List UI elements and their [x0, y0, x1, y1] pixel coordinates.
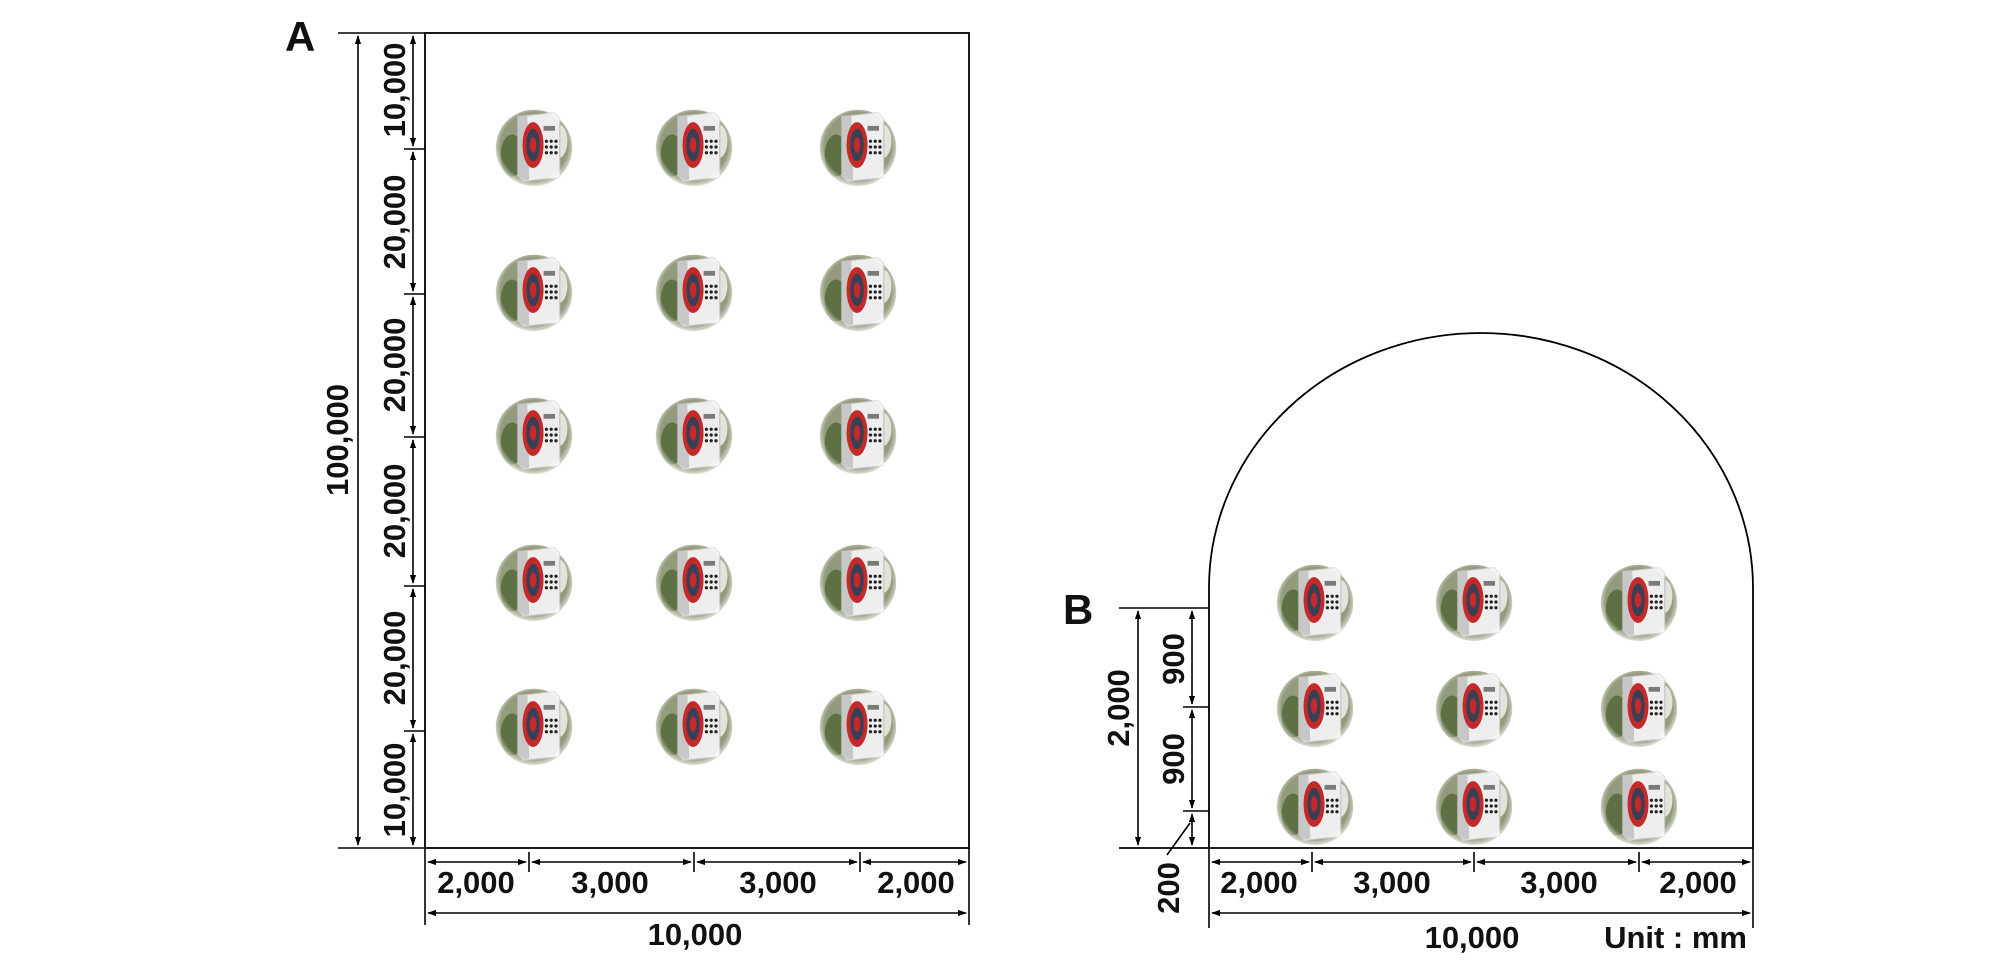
speaker-device-icon — [815, 538, 901, 624]
width-segment-label: 3,000 — [1353, 865, 1431, 900]
total-width-label: 10,000 — [1425, 920, 1520, 955]
height-segment-label: 200 — [1151, 862, 1186, 914]
total-width-label: 10,000 — [648, 917, 743, 952]
speaker-device-icon — [491, 682, 577, 768]
height-segment-label: 20,000 — [377, 318, 412, 413]
height-segment-label: 900 — [1156, 733, 1191, 785]
tunnel-outline — [1208, 332, 1754, 848]
height-segment-label: 900 — [1156, 633, 1191, 685]
width-segment-label: 2,000 — [1659, 865, 1737, 900]
room-a-outline — [424, 32, 970, 849]
speaker-device-icon — [491, 248, 577, 334]
speaker-device-icon — [651, 391, 737, 477]
width-segment-label: 3,000 — [739, 865, 817, 900]
height-segment-dimensions: 10,000 20,000 20,000 20,000 20,000 10,00… — [377, 35, 425, 846]
speaker-device-icon — [651, 248, 737, 334]
width-segment-label: 2,000 — [437, 865, 515, 900]
speaker-device-icon — [815, 103, 901, 189]
unit-label: Unit : mm — [1604, 920, 1747, 955]
speaker-device-icon — [1596, 762, 1682, 848]
speaker-device-icon — [1596, 664, 1682, 750]
speaker-device-icon — [1596, 558, 1682, 644]
width-segment-label: 2,000 — [877, 865, 955, 900]
speaker-device-icon — [1431, 762, 1517, 848]
panel-b-label: B — [1063, 586, 1093, 633]
total-height-label: 100,000 — [320, 384, 355, 496]
total-height-label: 2,000 — [1101, 669, 1136, 747]
speaker-device-icon — [815, 391, 901, 477]
height-segment-label: 20,000 — [377, 611, 412, 706]
speaker-device-icon — [491, 103, 577, 189]
height-segment-label: 20,000 — [377, 175, 412, 270]
width-segment-label: 3,000 — [1520, 865, 1598, 900]
width-segment-dimensions: 2,000 3,000 3,000 2,000 — [1211, 852, 1751, 900]
panel-a-label: A — [285, 13, 315, 60]
speaker-device-icon — [815, 682, 901, 768]
speaker-device-icon — [1272, 664, 1358, 750]
panel-b: B 2,000 900 900 200 — [1063, 332, 1754, 955]
height-segment-label: 10,000 — [377, 743, 412, 838]
speaker-device-icon — [651, 682, 737, 768]
speaker-device-icon — [1431, 558, 1517, 644]
speaker-device-icon — [491, 538, 577, 624]
height-segment-label: 20,000 — [377, 464, 412, 559]
speaker-device-icon — [651, 103, 737, 189]
height-segment-label: 10,000 — [377, 43, 412, 138]
height-segment-dimensions: 900 900 200 — [1151, 610, 1209, 914]
sensor-grid-b — [1272, 558, 1682, 848]
speaker-device-icon — [1272, 558, 1358, 644]
width-segment-label: 2,000 — [1220, 865, 1298, 900]
width-segment-dimensions: 2,000 3,000 3,000 2,000 — [427, 852, 967, 900]
sensor-grid-a — [491, 103, 901, 768]
speaker-device-icon — [815, 248, 901, 334]
width-segment-label: 3,000 — [571, 865, 649, 900]
panel-a: A 100,000 10,000 20,000 20,000 20,000 — [285, 13, 970, 952]
speaker-device-icon — [651, 538, 737, 624]
speaker-device-icon — [491, 391, 577, 477]
speaker-device-icon — [1272, 762, 1358, 848]
leader-line — [1166, 822, 1191, 856]
speaker-device-icon — [1431, 664, 1517, 750]
